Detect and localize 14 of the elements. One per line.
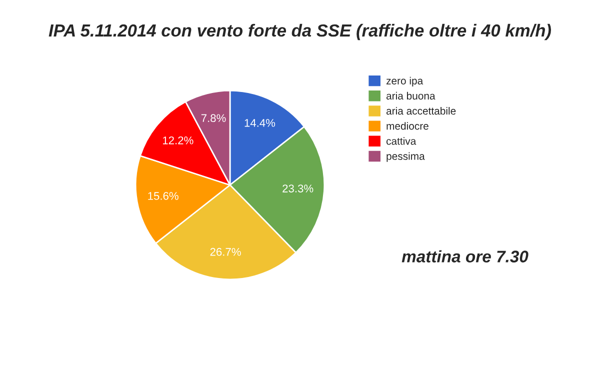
data-label: 12.2% — [163, 136, 194, 144]
legend-label: cattiva — [386, 137, 416, 145]
legend-label: aria accettabile — [386, 106, 456, 115]
legend-label: aria buona — [386, 92, 436, 100]
data-label: 15.6% — [148, 192, 178, 200]
data-label: 23.3% — [282, 184, 314, 192]
legend-label: zero ipa — [386, 76, 424, 87]
data-label: 14.4% — [244, 119, 276, 127]
data-label: 7.8% — [201, 114, 226, 122]
chart-title: IPA 5.11.2014 con vento forte da SSE (raffiche oltre i 40 km/h) — [48, 24, 552, 40]
text: mattina ore 7.30 — [402, 250, 528, 262]
legend-label: pessima — [386, 152, 425, 162]
data-label: 26.7% — [210, 248, 241, 256]
legend-label: mediocre — [386, 122, 428, 130]
